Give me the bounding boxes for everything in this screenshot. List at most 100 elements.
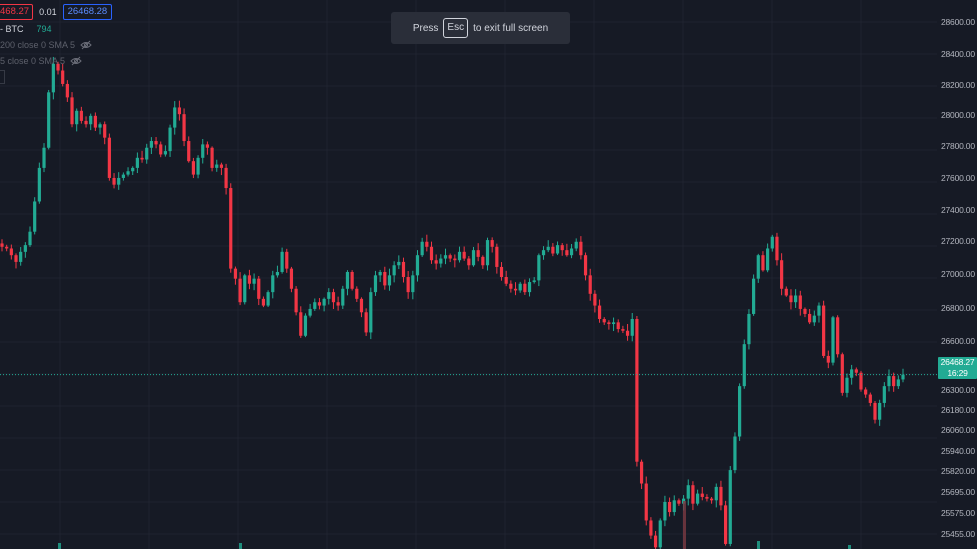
candle-body xyxy=(621,329,625,331)
candle-body xyxy=(117,177,121,185)
sell-button[interactable]: 468.27 xyxy=(0,4,34,20)
candle-body xyxy=(135,157,139,168)
candle-body xyxy=(495,246,499,267)
candle-body xyxy=(336,302,340,306)
candle-body xyxy=(794,295,798,303)
fullscreen-toast: Press Esc to exit full screen xyxy=(391,12,570,44)
candle-body xyxy=(238,278,242,303)
candle-body xyxy=(5,246,9,249)
candle-body xyxy=(289,268,294,289)
candle-body xyxy=(397,261,401,266)
candle-body xyxy=(546,246,550,251)
candle-body xyxy=(173,107,177,128)
candle-body xyxy=(784,288,788,296)
legend-collapse-handle[interactable] xyxy=(0,70,5,84)
candle-body xyxy=(700,493,704,497)
candle-body xyxy=(887,376,891,387)
price-tick: 26300.00 xyxy=(941,385,975,395)
candle-body xyxy=(261,298,266,306)
candle-body xyxy=(317,302,322,306)
sma-legend-5[interactable]: 5 close 0 SMA 5 xyxy=(0,56,82,66)
candle-body xyxy=(229,188,233,269)
candle-body xyxy=(285,251,289,269)
sma-legend-200[interactable]: 200 close 0 SMA 5 xyxy=(0,40,92,50)
candle-body xyxy=(752,278,756,314)
candle-body xyxy=(159,144,163,155)
candlestick-chart[interactable] xyxy=(0,0,937,549)
candle-body xyxy=(896,379,900,387)
candle-body xyxy=(565,250,569,256)
candle-body xyxy=(808,313,812,323)
candle-body xyxy=(28,231,32,246)
candle-body xyxy=(415,255,420,276)
candle-body xyxy=(387,275,392,286)
candle-body xyxy=(864,389,868,395)
volume-bar xyxy=(683,501,686,549)
candle-body xyxy=(616,322,620,330)
bar-countdown: 16:29 xyxy=(947,367,968,378)
candle-body xyxy=(892,376,896,387)
candle-body xyxy=(677,500,681,504)
candle-body xyxy=(420,241,424,256)
candle-body xyxy=(65,83,69,98)
candle-body xyxy=(840,354,844,393)
spread-value: 0.01 xyxy=(39,7,57,17)
candle-body xyxy=(103,124,107,138)
candle-body xyxy=(187,141,191,162)
candle-body xyxy=(766,248,770,271)
candle-body xyxy=(210,147,214,168)
candle-body xyxy=(663,501,667,521)
candle-body xyxy=(14,255,18,262)
candle-body xyxy=(61,70,65,84)
candle-body xyxy=(742,344,746,387)
candle-body xyxy=(607,322,611,325)
price-tick: 26600.00 xyxy=(941,336,975,346)
candle-body xyxy=(345,271,350,289)
price-tick: 27800.00 xyxy=(941,141,975,151)
candle-body xyxy=(23,245,27,252)
sma-label: 200 close 0 SMA 5 xyxy=(0,40,76,50)
volume-bar xyxy=(757,541,760,549)
candle-body xyxy=(219,164,224,168)
candle-body xyxy=(653,535,658,548)
candle-body xyxy=(401,261,406,278)
volume-bar xyxy=(58,543,61,549)
price-axis[interactable]: 28600.00 28400.00 28200.00 28000.00 2780… xyxy=(937,0,977,549)
esc-key: Esc xyxy=(443,18,469,38)
price-tick: 27600.00 xyxy=(941,173,975,183)
candle-body xyxy=(434,260,438,264)
candle-body xyxy=(630,318,634,336)
candle-body xyxy=(359,298,364,313)
price-tick: 25575.00 xyxy=(941,508,975,518)
candle-body xyxy=(728,470,732,544)
price-tick: 26800.00 xyxy=(941,303,975,313)
eye-slash-icon[interactable] xyxy=(70,56,82,66)
candle-body xyxy=(233,268,238,279)
sma-label: 5 close 0 SMA 5 xyxy=(0,56,66,66)
candle-body xyxy=(527,282,532,293)
candle-body xyxy=(299,312,303,336)
candle-body xyxy=(0,243,4,247)
price-tick: 25820.00 xyxy=(941,466,975,476)
candle-body xyxy=(140,157,144,160)
candle-body xyxy=(429,246,434,261)
candle-body xyxy=(51,63,55,93)
price-tick: 26060.00 xyxy=(941,425,975,435)
volume-legend[interactable]: - BTC 794 xyxy=(0,24,52,34)
price-tick: 27400.00 xyxy=(941,205,975,215)
candle-body xyxy=(271,275,275,293)
candle-body xyxy=(541,250,546,256)
candle-body xyxy=(462,251,466,259)
candle-body xyxy=(56,63,60,71)
candle-body xyxy=(672,500,676,513)
buy-button[interactable]: 26468.28 xyxy=(62,4,113,20)
candle-body xyxy=(369,292,373,333)
candle-body xyxy=(836,317,840,355)
volume-label: - BTC xyxy=(0,24,24,34)
candle-body xyxy=(854,369,858,373)
candle-body xyxy=(247,275,252,284)
candle-body xyxy=(780,260,784,289)
eye-slash-icon[interactable] xyxy=(80,40,92,50)
candle-body xyxy=(37,167,41,202)
candle-body xyxy=(826,355,830,363)
